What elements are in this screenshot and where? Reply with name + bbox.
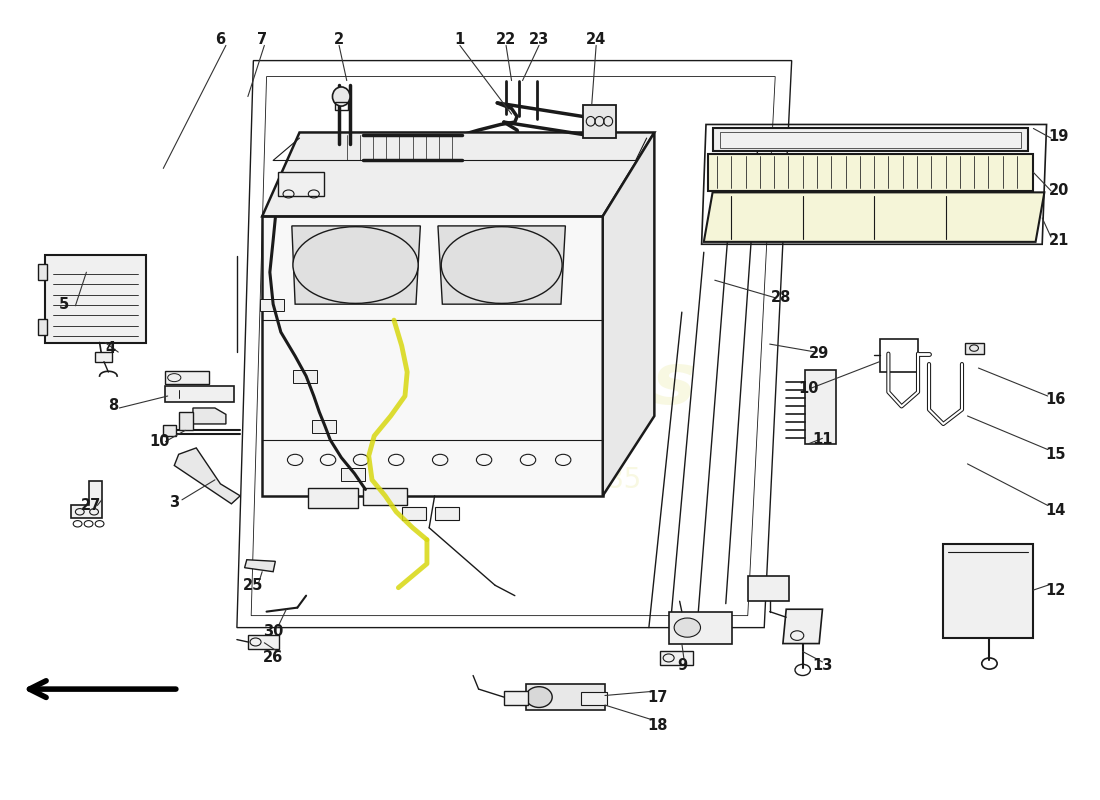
Bar — [165, 371, 209, 384]
Bar — [944, 544, 1033, 638]
Polygon shape — [174, 448, 240, 504]
Text: 5: 5 — [59, 297, 69, 312]
Bar — [805, 370, 836, 444]
Polygon shape — [603, 133, 654, 496]
Text: 20: 20 — [1048, 183, 1069, 198]
Polygon shape — [244, 560, 275, 572]
Bar — [45, 254, 145, 342]
Bar — [165, 386, 233, 402]
Bar — [880, 338, 918, 372]
Bar — [669, 612, 733, 643]
Bar — [308, 488, 358, 508]
Ellipse shape — [526, 686, 552, 707]
Text: 12: 12 — [1045, 582, 1066, 598]
Polygon shape — [713, 129, 1027, 151]
Text: 10: 10 — [150, 434, 170, 449]
Bar — [334, 102, 348, 110]
Text: 30: 30 — [263, 624, 284, 639]
Bar — [434, 507, 459, 520]
Text: 28: 28 — [770, 290, 791, 306]
Text: 10: 10 — [798, 381, 818, 395]
Bar — [402, 507, 426, 520]
Text: 22: 22 — [496, 31, 516, 46]
Text: 1: 1 — [454, 31, 465, 46]
Bar — [341, 468, 365, 481]
Text: 18: 18 — [648, 718, 668, 734]
Bar — [363, 488, 407, 506]
Text: eurooems: eurooems — [294, 350, 696, 418]
Text: 3: 3 — [169, 494, 179, 510]
Text: 11: 11 — [812, 433, 833, 447]
Text: 26: 26 — [263, 650, 284, 665]
Text: 4: 4 — [106, 341, 116, 355]
Polygon shape — [72, 482, 102, 518]
Text: 25: 25 — [243, 578, 264, 593]
Text: 7: 7 — [257, 31, 267, 46]
Bar — [720, 132, 1021, 148]
Text: 23: 23 — [529, 31, 549, 46]
Text: 14: 14 — [1045, 502, 1066, 518]
Polygon shape — [583, 105, 616, 138]
Text: 13: 13 — [812, 658, 833, 673]
Bar — [260, 298, 284, 311]
Ellipse shape — [441, 226, 562, 303]
Text: 6: 6 — [216, 31, 225, 46]
Bar — [39, 318, 47, 334]
Text: a passion since 1985: a passion since 1985 — [349, 466, 641, 494]
Bar — [277, 172, 323, 196]
Bar — [311, 420, 336, 433]
Bar — [526, 684, 605, 710]
Polygon shape — [966, 342, 984, 354]
Polygon shape — [704, 192, 1044, 242]
Bar — [581, 692, 607, 705]
Bar — [96, 352, 112, 362]
Polygon shape — [292, 226, 420, 304]
Text: 2: 2 — [334, 31, 344, 46]
Bar — [39, 264, 47, 280]
Polygon shape — [178, 412, 192, 430]
Polygon shape — [262, 216, 603, 496]
Ellipse shape — [674, 618, 701, 637]
Text: 9: 9 — [676, 658, 686, 673]
Text: 21: 21 — [1048, 233, 1069, 248]
Text: 15: 15 — [1045, 447, 1066, 462]
Bar — [293, 370, 317, 383]
Polygon shape — [192, 408, 226, 424]
Bar — [248, 634, 278, 649]
Bar — [163, 425, 176, 436]
Polygon shape — [783, 610, 823, 643]
Bar — [748, 576, 790, 602]
Text: 24: 24 — [586, 31, 606, 46]
Polygon shape — [708, 154, 1033, 190]
Polygon shape — [262, 133, 654, 216]
Bar — [504, 690, 528, 705]
Text: 29: 29 — [808, 346, 829, 361]
Text: 8: 8 — [108, 398, 118, 413]
Text: 19: 19 — [1048, 129, 1069, 144]
Text: 17: 17 — [648, 690, 668, 705]
Text: 27: 27 — [80, 498, 101, 513]
Bar — [660, 650, 693, 665]
Text: 16: 16 — [1045, 393, 1066, 407]
Polygon shape — [438, 226, 565, 304]
Ellipse shape — [293, 226, 418, 303]
Ellipse shape — [332, 87, 350, 106]
